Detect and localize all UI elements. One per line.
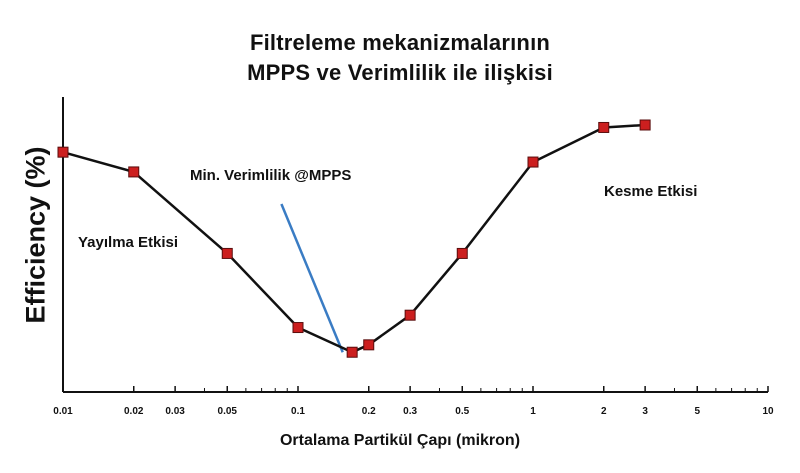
x-tick-label: 3: [642, 406, 648, 417]
x-tick-label: 0.03: [165, 406, 185, 417]
x-tick-label: 0.05: [218, 406, 238, 417]
series-layer: [57, 119, 651, 358]
x-tick-label: 0.01: [53, 406, 73, 417]
data-point: [404, 309, 416, 321]
data-point: [363, 339, 375, 351]
data-point: [527, 156, 539, 168]
mpps-arrow-line: [280, 203, 344, 353]
data-point: [57, 146, 69, 158]
annotation-mpps: Min. Verimlilik @MPPS: [190, 167, 352, 184]
data-point: [598, 121, 610, 133]
x-tick-label: 0.2: [362, 406, 376, 417]
annotation-interception: Kesme Etkisi: [604, 183, 698, 200]
x-tick-label: 1: [530, 406, 536, 417]
data-point: [456, 247, 468, 259]
x-ticks: 0.01 0.02 0.03 0.05 0.1 0.2 0.3 0.5 1 2 3 5 10: [53, 386, 774, 417]
chart-axes: [62, 97, 768, 393]
x-tick-label: 0.3: [403, 406, 417, 417]
chart-title-line-1: Filtreleme mekanizmalarının: [249, 30, 551, 55]
x-axis-label: Ortalama Partikül Çapı (mikron): [279, 432, 521, 449]
x-tick-label: 10: [762, 406, 774, 417]
annotation-diffusion: Yayılma Etkisi: [78, 234, 179, 251]
data-point: [639, 119, 651, 131]
x-tick-label: 2: [601, 406, 607, 417]
x-tick-label: 0.1: [291, 406, 305, 417]
series-line: [62, 123, 646, 354]
chart-title-line-2: MPPS ve Verimlilik ile ilişkisi: [247, 60, 553, 85]
x-tick-label: 0.5: [455, 406, 469, 417]
data-point: [346, 346, 358, 358]
data-point: [292, 322, 304, 334]
x-tick-label: 5: [694, 406, 700, 417]
mpps-arrow: [280, 203, 344, 353]
data-point: [128, 166, 140, 178]
x-tick-label: 0.02: [124, 406, 144, 417]
data-point: [221, 247, 233, 259]
